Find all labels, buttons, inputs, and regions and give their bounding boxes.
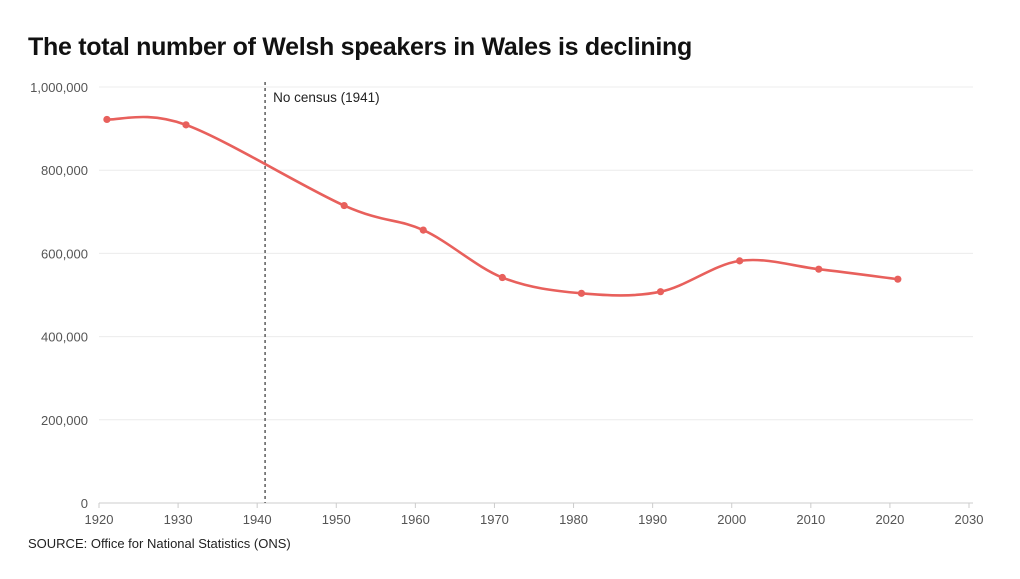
source-note: SOURCE: Office for National Statistics (… <box>28 536 291 551</box>
no-census-label: No census (1941) <box>273 90 380 105</box>
y-tick-label: 600,000 <box>41 246 88 261</box>
y-tick-label: 400,000 <box>41 330 88 345</box>
data-point <box>815 265 823 273</box>
x-tick-label: 1930 <box>164 512 193 527</box>
data-point <box>577 289 586 297</box>
gridlines <box>99 86 973 504</box>
data-point <box>498 273 506 282</box>
x-tick-label: 1970 <box>480 512 509 527</box>
data-point <box>894 275 902 283</box>
series-line <box>105 115 900 297</box>
data-point <box>656 288 665 296</box>
y-tick-label: 0 <box>81 496 88 511</box>
data-point <box>340 201 348 210</box>
annotations: No census (1941) <box>264 82 380 503</box>
x-tick-label: 1940 <box>243 512 272 527</box>
data-point <box>182 121 190 129</box>
data-point <box>736 257 744 265</box>
x-tick-label: 2020 <box>875 512 904 527</box>
x-tick-label: 1990 <box>638 512 667 527</box>
series-group <box>103 115 902 297</box>
data-point <box>419 226 427 234</box>
x-tick-label: 2000 <box>717 512 746 527</box>
y-tick-label: 1,000,000 <box>30 80 88 95</box>
x-tick-label: 2030 <box>955 512 984 527</box>
x-tick-label: 2010 <box>796 512 825 527</box>
x-tick-label: 1950 <box>322 512 351 527</box>
chart-title: The total number of Welsh speakers in Wa… <box>28 33 692 61</box>
x-tick-label: 1980 <box>559 512 588 527</box>
y-axis: 0 200,000 400,000 600,000 800,000 1,000,000 <box>30 80 88 511</box>
y-tick-label: 200,000 <box>41 413 88 428</box>
x-tick-label: 1920 <box>85 512 114 527</box>
data-point <box>103 115 111 124</box>
x-tick-label: 1960 <box>401 512 430 527</box>
x-axis: 1920 1930 1940 1950 1960 1970 1980 1990 2000 2010… <box>85 503 984 527</box>
y-tick-label: 800,000 <box>41 163 88 178</box>
